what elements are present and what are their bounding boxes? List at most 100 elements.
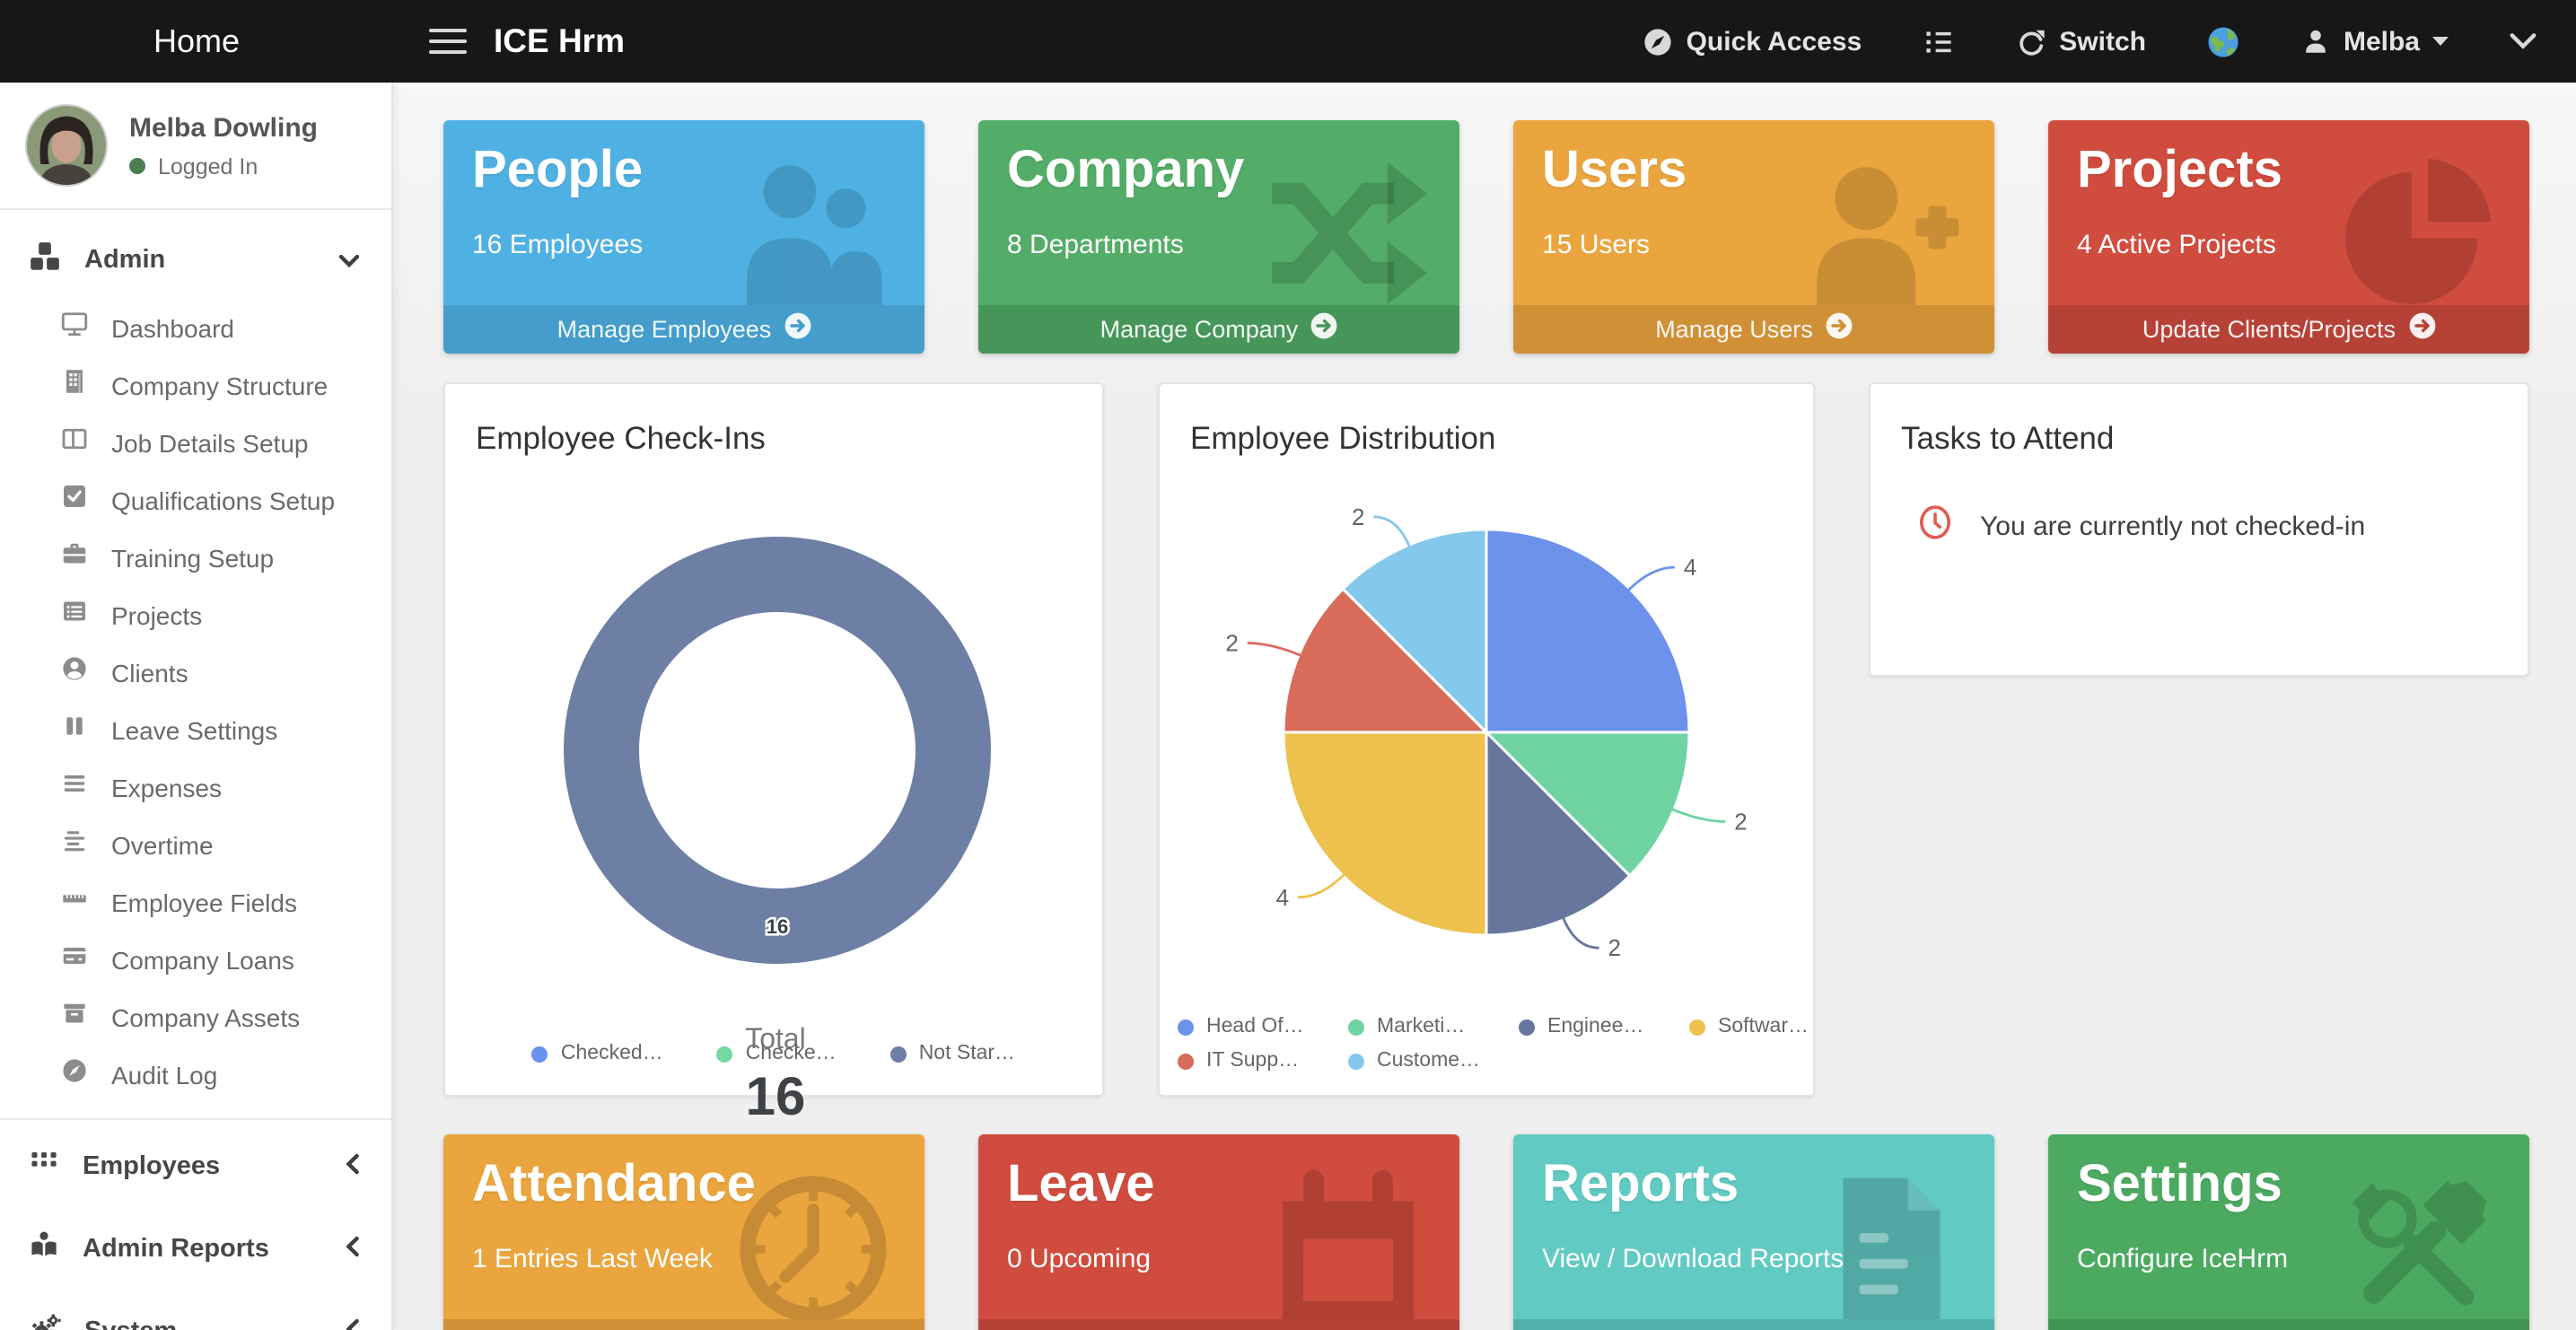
- sidebar-item-clients[interactable]: Clients: [0, 644, 391, 702]
- nav-home-link[interactable]: Home: [153, 22, 240, 58]
- arrow-circle-icon: [784, 311, 810, 347]
- svg-text:16: 16: [767, 915, 788, 938]
- task-item: You are currently not checked-in: [1917, 504, 2528, 549]
- settings-card[interactable]: Settings Configure IceHrm: [2048, 1134, 2529, 1330]
- sidebar-item-leave-settings[interactable]: Leave Settings: [0, 702, 391, 759]
- chevron-left-icon: [346, 1233, 359, 1265]
- people-card[interactable]: People 16 Employees Manage Employees: [443, 120, 924, 354]
- settings-footer-button[interactable]: [2048, 1319, 2529, 1330]
- sidebar-group-employees[interactable]: Employees: [0, 1131, 391, 1203]
- attendance-card[interactable]: Attendance 1 Entries Last Week: [443, 1134, 924, 1330]
- login-status: Logged In: [129, 153, 318, 179]
- sidebar-item-company-assets[interactable]: Company Assets: [0, 989, 391, 1046]
- arrow-circle-icon: [2408, 311, 2435, 347]
- checklist-icon: [1923, 26, 1955, 57]
- top-navbar: Home ICE Hrm Quick Access: [0, 0, 2576, 83]
- task-message: You are currently not checked-in: [1980, 512, 2366, 542]
- switch-button[interactable]: Switch: [2016, 26, 2146, 57]
- chevron-left-icon: [346, 1151, 359, 1183]
- legend-item[interactable]: Checked…: [531, 1043, 663, 1064]
- quick-access-button[interactable]: Quick Access: [1643, 26, 1862, 57]
- list-table-icon: [61, 598, 88, 634]
- card-subtitle: 8 Departments: [1007, 230, 1184, 260]
- users-card[interactable]: Users 15 Users Manage Users: [1513, 120, 1994, 354]
- chart-title: Employee Distribution: [1190, 420, 1496, 456]
- sidebar-group-admin[interactable]: Admin: [0, 224, 391, 296]
- legend-item[interactable]: IT Supp…: [1178, 1050, 1348, 1072]
- svg-text:2: 2: [1352, 503, 1364, 530]
- hamburger-menu-icon[interactable]: [429, 28, 467, 55]
- gears-icon: [29, 1311, 61, 1330]
- caret-down-icon: [2432, 36, 2449, 47]
- sidebar-item-training-setup[interactable]: Training Setup: [0, 529, 391, 587]
- card-subtitle: 16 Employees: [472, 230, 644, 260]
- sidebar-item-projects[interactable]: Projects: [0, 587, 391, 644]
- reports-card[interactable]: Reports View / Download Reports: [1513, 1134, 1994, 1330]
- legend-item[interactable]: Marketi…: [1348, 1016, 1519, 1037]
- manage-employees-button[interactable]: Manage Employees: [443, 305, 924, 354]
- tasks-list-button[interactable]: [1923, 26, 1955, 57]
- leave-footer-button[interactable]: [978, 1319, 1459, 1330]
- card-title: Leave: [1007, 1156, 1155, 1213]
- admin-submenu: Dashboard Company Structure Job Details …: [0, 296, 391, 1118]
- user-menu[interactable]: Melba: [2302, 26, 2449, 57]
- company-card[interactable]: Company 8 Departments Manage Company: [978, 120, 1459, 354]
- manage-users-button[interactable]: Manage Users: [1513, 305, 1994, 354]
- card-subtitle: 0 Upcoming: [1007, 1244, 1152, 1274]
- sidebar-group-admin-reports[interactable]: Admin Reports: [0, 1213, 391, 1285]
- sidebar-item-dashboard[interactable]: Dashboard: [0, 300, 391, 357]
- chevron-left-icon: [346, 1316, 359, 1330]
- svg-text:2: 2: [1225, 630, 1238, 657]
- legend-item[interactable]: Checke…: [716, 1043, 837, 1064]
- chart-title: Employee Check-Ins: [476, 420, 766, 456]
- language-globe-button[interactable]: [2207, 24, 2241, 58]
- card-title: People: [472, 142, 644, 199]
- leave-card[interactable]: Leave 0 Upcoming: [978, 1134, 1459, 1330]
- cubes-icon: [29, 240, 61, 281]
- sidebar-group-system[interactable]: System: [0, 1296, 391, 1330]
- tasks-card: Tasks to Attend You are currently not ch…: [1869, 382, 2529, 677]
- sidebar-item-audit-log[interactable]: Audit Log: [0, 1046, 391, 1104]
- archive-box-icon: [61, 1000, 88, 1036]
- switch-icon: [2016, 26, 2046, 57]
- avatar[interactable]: [25, 104, 108, 187]
- card-title: Attendance: [472, 1156, 756, 1213]
- legend-item[interactable]: Enginee…: [1519, 1016, 1689, 1037]
- manage-company-button[interactable]: Manage Company: [978, 305, 1459, 354]
- arrow-circle-icon: [1826, 311, 1853, 347]
- sidebar-item-company-loans[interactable]: Company Loans: [0, 932, 391, 989]
- projects-card[interactable]: Projects 4 Active Projects Update Client…: [2048, 120, 2529, 354]
- update-clients-projects-button[interactable]: Update Clients/Projects: [2048, 305, 2529, 354]
- main-content: People 16 Employees Manage Employees Com…: [393, 83, 2576, 1330]
- legend-item[interactable]: Not Star…: [889, 1043, 1015, 1064]
- legend-item[interactable]: Softwar…: [1689, 1016, 1809, 1037]
- clock-icon: [727, 1163, 899, 1330]
- calendar-icon: [1262, 1163, 1434, 1330]
- sidebar: Melba Dowling Logged In Admin: [0, 83, 393, 1330]
- check-square-icon: [61, 483, 88, 519]
- sidebar-item-employee-fields[interactable]: Employee Fields: [0, 874, 391, 932]
- sidebar-item-company-structure[interactable]: Company Structure: [0, 357, 391, 415]
- sidebar-item-overtime[interactable]: Overtime: [0, 817, 391, 874]
- legend-item[interactable]: Head Of…: [1178, 1016, 1348, 1037]
- book-reader-icon: [29, 1229, 59, 1269]
- sidebar-item-qualifications-setup[interactable]: Qualifications Setup: [0, 472, 391, 529]
- app-brand[interactable]: ICE Hrm: [494, 22, 625, 59]
- legend-item[interactable]: Custome…: [1348, 1050, 1519, 1072]
- sidebar-item-job-details-setup[interactable]: Job Details Setup: [0, 415, 391, 472]
- monitor-icon: [61, 311, 88, 346]
- sidebar-item-expenses[interactable]: Expenses: [0, 759, 391, 817]
- grid-icon: [29, 1147, 59, 1186]
- profile-text: Melba Dowling Logged In: [129, 112, 318, 179]
- collapse-navbar-button[interactable]: [2510, 32, 2537, 50]
- attendance-footer-button[interactable]: [443, 1319, 924, 1330]
- lines-icon: [61, 770, 88, 806]
- reports-footer-button[interactable]: [1513, 1319, 1994, 1330]
- distribution-pie-chart[interactable]: 4 2 2 4 2 2: [1160, 384, 1817, 1098]
- card-subtitle: 15 Users: [1542, 230, 1651, 260]
- card-subtitle: Configure IceHrm: [2077, 1244, 2289, 1274]
- arrow-circle-icon: [1310, 311, 1337, 347]
- card-subtitle: 1 Entries Last Week: [472, 1244, 713, 1274]
- nav-home-area: Home: [0, 22, 393, 60]
